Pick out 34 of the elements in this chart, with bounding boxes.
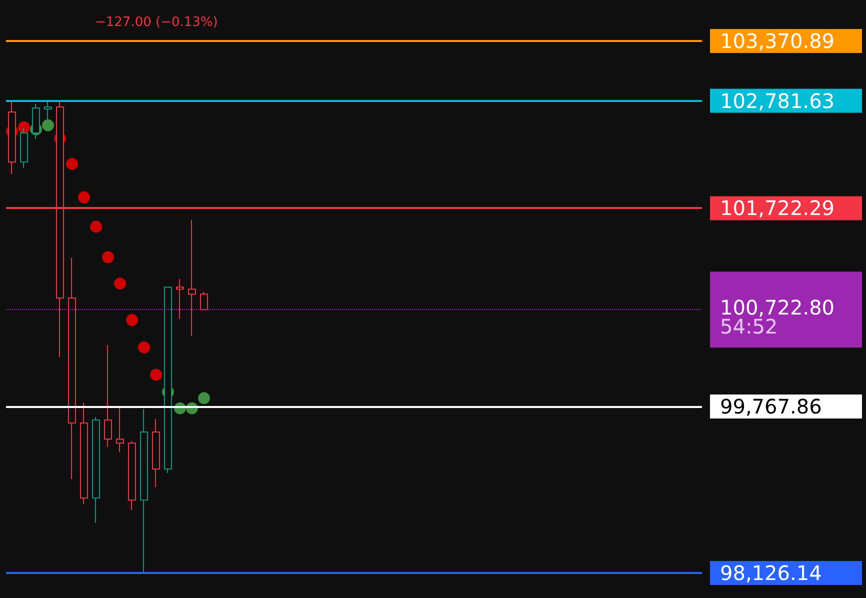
y-tick-label: 102,781.63 [720,88,835,113]
y-tick-label: 98,126.14 [720,561,822,585]
candlestick [44,100,52,121]
candlestick [116,406,124,453]
text: −127.00 (−0.13%) [95,15,218,30]
candlestick [152,418,160,488]
candlestick [188,220,196,337]
point [42,119,54,132]
point [102,251,114,264]
y-tick-label: 100,722.80 [720,296,835,320]
y-tick-label: 103,370.89 [720,29,835,53]
candlestick [20,128,28,168]
candlestick [104,344,112,448]
y-tick-label: 99,767.86 [720,394,822,418]
point [66,158,78,170]
candlestick [8,101,16,174]
y-tick-label: 101,722.29 [720,196,835,220]
candlestick [128,440,136,511]
candlestick [80,402,88,505]
candlestick [164,286,172,474]
point [138,341,150,354]
candlestick [200,292,208,310]
point [198,392,210,404]
point [114,278,126,290]
point [90,220,102,233]
point [78,191,90,204]
candlestick [92,416,100,524]
point [150,368,162,381]
candlestick [176,278,184,320]
point [18,121,30,134]
point [126,314,138,326]
candlestick [32,103,40,140]
candlestick [68,258,76,480]
candlestick [140,408,148,574]
